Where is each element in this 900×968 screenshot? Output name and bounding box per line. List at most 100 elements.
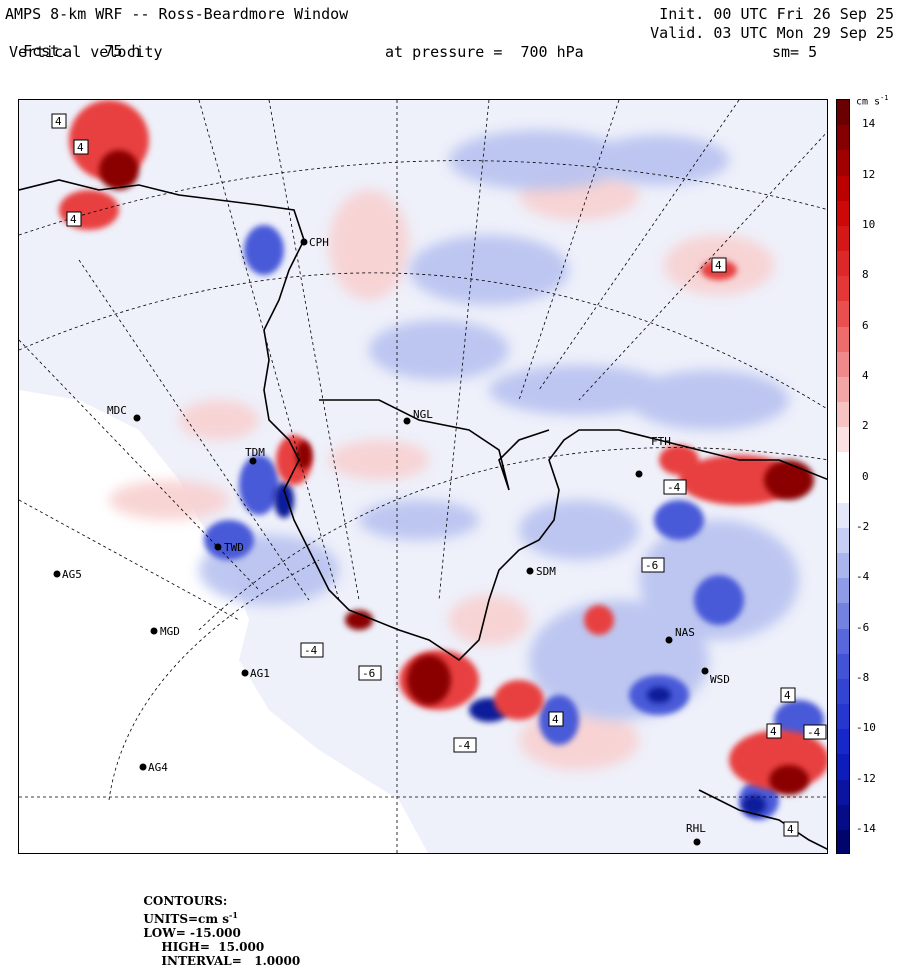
colorbar-tick: -4 xyxy=(856,570,870,584)
contour-info-footer: CONTOURS: UNITS=cm s-1 LOW= -15.000 HIGH… xyxy=(135,880,306,968)
forecast-hour: Fcst. 75 h xyxy=(5,24,140,60)
colorbar-segment xyxy=(837,804,849,831)
svg-text:-4: -4 xyxy=(807,726,821,739)
colorbar-segment xyxy=(837,578,849,604)
svg-text:SDM: SDM xyxy=(536,565,556,578)
colorbar-segment xyxy=(837,628,849,655)
station-ag5: AG5 xyxy=(53,568,82,581)
svg-text:4: 4 xyxy=(784,689,791,702)
colorbar-tick: -2 xyxy=(856,519,870,533)
colorbar-segment xyxy=(837,100,849,126)
svg-text:RHL: RHL xyxy=(686,822,706,835)
contour-label: 4 xyxy=(783,821,799,837)
svg-text:AG1: AG1 xyxy=(250,667,270,680)
colorbar-tick: -14 xyxy=(856,821,876,835)
svg-text:-6: -6 xyxy=(362,667,375,680)
colorbar-segment xyxy=(837,452,849,478)
station-rhl: RHL xyxy=(686,822,706,846)
colorbar-segment xyxy=(837,225,849,252)
map-canvas: 4 4 4 4 4 4 4 4 -4 -4 -4 -4 -6 -6 CPH MD… xyxy=(19,100,827,853)
station-ag4: AG4 xyxy=(139,761,168,774)
svg-text:4: 4 xyxy=(70,213,77,226)
colorbar-segment xyxy=(837,653,849,680)
station-nas: NAS xyxy=(665,626,695,644)
colorbar-tick: -8 xyxy=(856,670,870,684)
colorbar-segment xyxy=(837,729,849,755)
colorbar-segment xyxy=(837,553,849,579)
svg-text:4: 4 xyxy=(77,141,84,154)
svg-text:TWD: TWD xyxy=(224,541,244,554)
contour-label: 4 xyxy=(548,711,564,727)
vertical-velocity-map: 4 4 4 4 4 4 4 4 -4 -4 -4 -4 -6 -6 CPH MD… xyxy=(18,99,828,854)
contour-label: 4 xyxy=(66,211,82,227)
strong-negative-cores xyxy=(204,225,824,820)
station-ngl: NGL xyxy=(403,408,433,425)
contour-label: -4 xyxy=(300,642,324,658)
svg-text:4: 4 xyxy=(770,725,777,738)
colorbar-segment xyxy=(837,704,849,730)
colorbar-tick: 14 xyxy=(862,117,876,131)
colorbar-segment xyxy=(837,502,849,529)
units-label: UNITS=cm s-1 xyxy=(143,910,238,926)
colorbar-segment xyxy=(837,150,849,176)
colorbar-tick: -12 xyxy=(856,771,876,785)
svg-text:4: 4 xyxy=(55,115,62,128)
svg-text:4: 4 xyxy=(552,713,559,726)
map-title: AMPS 8-km WRF -- Ross-Beardmore Window xyxy=(5,5,349,23)
stations: CPH MDC NGL TDM TWD AG5 MGD AG1 AG4 SDM … xyxy=(53,236,730,846)
svg-text:NGL: NGL xyxy=(413,408,433,421)
svg-text:AG4: AG4 xyxy=(148,761,168,774)
svg-text:-6: -6 xyxy=(645,559,658,572)
pressure-level: at pressure = 700 hPa xyxy=(385,43,584,61)
colorbar-segment xyxy=(837,276,849,302)
svg-text:-4: -4 xyxy=(304,644,318,657)
contour-label: 4 xyxy=(51,113,67,129)
station-twd: TWD xyxy=(214,541,244,554)
max-positive-cores xyxy=(99,150,814,795)
colorbar-tick: 0 xyxy=(862,469,869,483)
station-ag1: AG1 xyxy=(241,667,270,680)
colorbar-tick: -10 xyxy=(856,721,876,735)
colorbar-segment xyxy=(837,402,849,428)
coastline xyxy=(19,179,827,850)
svg-text:AG5: AG5 xyxy=(62,568,82,581)
contour-label: -6 xyxy=(641,557,665,573)
colorbar-segment xyxy=(837,779,849,806)
contour-label: 4 xyxy=(766,723,782,739)
fcst-value: 75 h xyxy=(104,42,141,60)
contour-labels: 4 4 4 4 4 4 4 4 -4 -4 -4 -4 -6 -6 xyxy=(51,113,827,837)
weak-negative-areas xyxy=(199,130,799,720)
colorbar-segment xyxy=(837,754,849,780)
colorbar-segment xyxy=(837,200,849,227)
station-sdm: SDM xyxy=(526,565,556,578)
variable-name: Vertical velocity xyxy=(9,43,163,61)
init-time: Init. 00 UTC Fri 26 Sep 25 xyxy=(659,5,894,23)
station-fth: FTH xyxy=(635,435,671,478)
contour-label: -6 xyxy=(358,665,382,681)
contour-label: -4 xyxy=(663,479,687,495)
svg-text:TDM: TDM xyxy=(245,446,265,459)
colorbar-segment xyxy=(837,376,849,403)
station-mgd: MGD xyxy=(150,625,180,638)
contour-label: -4 xyxy=(453,737,477,753)
weak-positive-areas xyxy=(109,170,774,770)
low-value: LOW= -15.000 xyxy=(143,926,241,940)
valid-time: Valid. 03 UTC Mon 29 Sep 25 xyxy=(650,24,894,42)
colorbar-tick: 2 xyxy=(862,419,869,433)
colorbar-segment xyxy=(837,251,849,277)
colorbar-tick: 4 xyxy=(862,368,869,382)
colorbar-segment xyxy=(837,326,849,353)
svg-text:4: 4 xyxy=(715,259,722,272)
station-cph: CPH xyxy=(300,236,329,249)
fcst-label: Fcst. xyxy=(23,42,69,60)
colorbar-segment xyxy=(837,527,849,554)
svg-text:NAS: NAS xyxy=(675,626,695,639)
svg-text:FTH: FTH xyxy=(651,435,671,448)
smoothing-value: sm= 5 xyxy=(772,43,818,61)
colorbar-tick: -6 xyxy=(856,620,870,634)
colorbar-tick: 8 xyxy=(862,268,869,282)
high-value: HIGH= 15.000 xyxy=(161,940,265,954)
colorbar-segment xyxy=(837,678,849,705)
colorbar-segment xyxy=(837,301,849,327)
svg-text:4: 4 xyxy=(787,823,794,836)
